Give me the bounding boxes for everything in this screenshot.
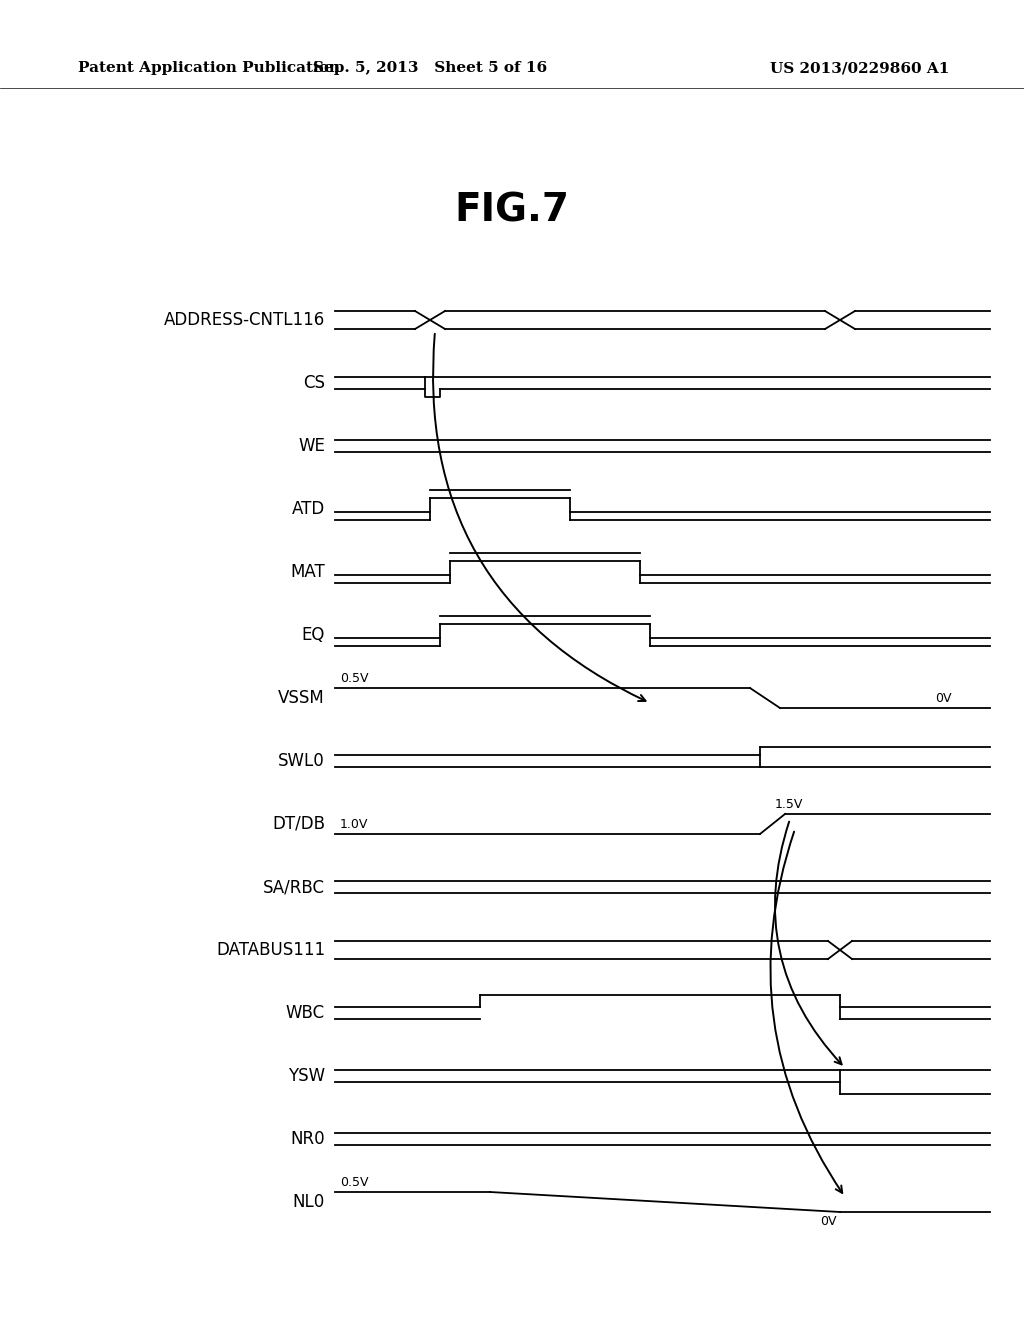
Text: EQ: EQ: [302, 626, 325, 644]
Text: Patent Application Publication: Patent Application Publication: [78, 61, 340, 75]
Text: 0V: 0V: [820, 1214, 837, 1228]
Text: 1.5V: 1.5V: [775, 799, 804, 810]
Text: 1.0V: 1.0V: [340, 818, 369, 832]
Text: SA/RBC: SA/RBC: [263, 878, 325, 896]
Text: US 2013/0229860 A1: US 2013/0229860 A1: [770, 61, 949, 75]
Text: FIG.7: FIG.7: [455, 191, 569, 228]
Text: NR0: NR0: [291, 1130, 325, 1148]
Text: WE: WE: [298, 437, 325, 455]
Text: WBC: WBC: [286, 1005, 325, 1022]
Text: 0.5V: 0.5V: [340, 1176, 369, 1189]
Text: SWL0: SWL0: [279, 752, 325, 770]
Text: 0V: 0V: [935, 692, 951, 705]
Text: DATABUS111: DATABUS111: [216, 941, 325, 960]
Text: VSSM: VSSM: [279, 689, 325, 708]
Text: Sep. 5, 2013   Sheet 5 of 16: Sep. 5, 2013 Sheet 5 of 16: [313, 61, 547, 75]
Text: MAT: MAT: [290, 564, 325, 581]
Text: ADDRESS-CNTL116: ADDRESS-CNTL116: [164, 312, 325, 329]
Text: 0.5V: 0.5V: [340, 672, 369, 685]
Text: CS: CS: [303, 374, 325, 392]
Text: ATD: ATD: [292, 500, 325, 517]
Text: DT/DB: DT/DB: [272, 814, 325, 833]
Text: NL0: NL0: [293, 1193, 325, 1210]
Text: YSW: YSW: [288, 1067, 325, 1085]
